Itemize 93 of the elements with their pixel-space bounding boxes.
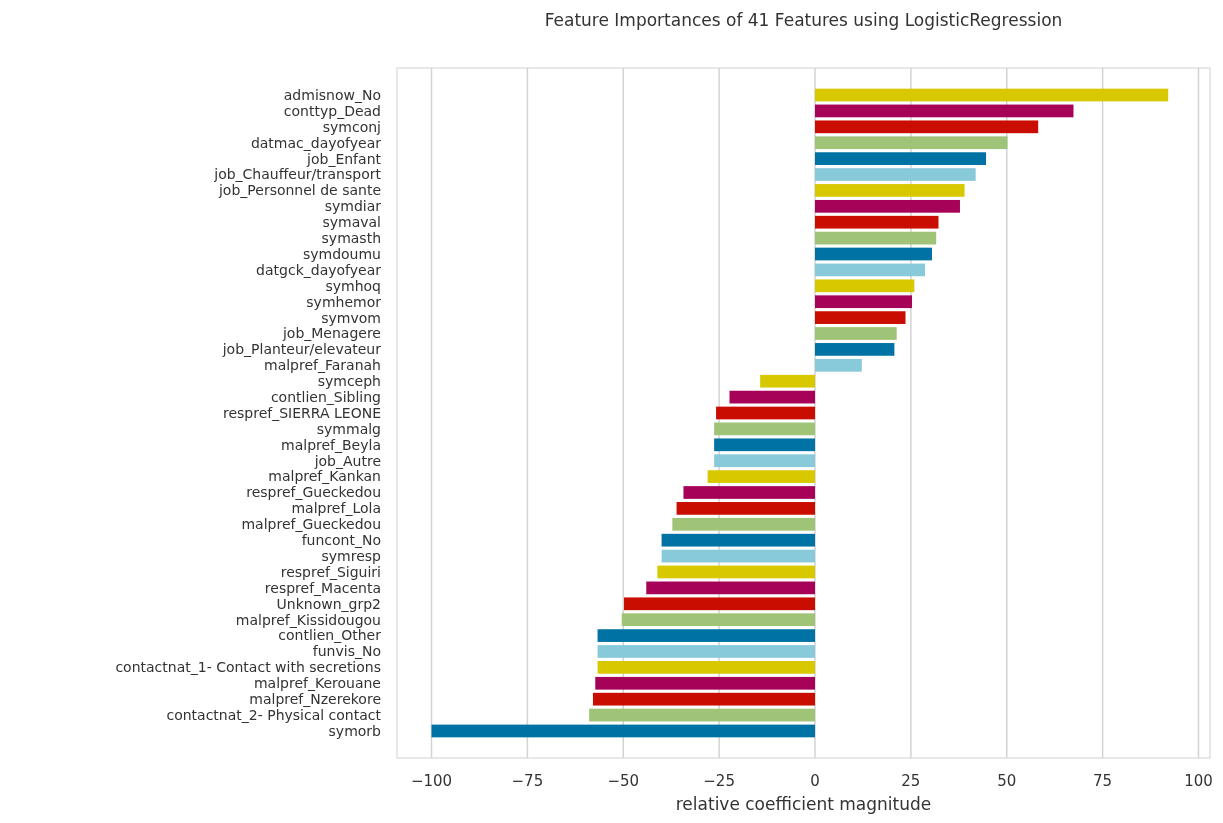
y-tick-label: job_Menagere (281, 325, 381, 342)
chart-title: Feature Importances of 41 Features using LogisticRegression (544, 10, 1063, 30)
bar (815, 279, 915, 293)
y-tick-label: respref_SIERRA LEONE (223, 404, 381, 421)
bar (815, 263, 926, 277)
y-tick-label: symresp (321, 547, 382, 564)
y-tick-label: respref_Gueckedou (246, 484, 381, 501)
bar (729, 390, 815, 404)
y-tick-label: malpref_Lola (291, 500, 381, 517)
y-tick-label: symorb (328, 722, 382, 739)
y-tick-label: symdiar (324, 198, 382, 215)
y-tick-label: symvom (321, 309, 381, 326)
y-tick-label: malpref_Nzerekore (249, 691, 381, 708)
y-tick-label: contlien_Other (278, 627, 382, 644)
bar (597, 645, 816, 658)
y-tick-label: funcont_No (301, 532, 381, 549)
bar (597, 629, 816, 642)
bar (815, 231, 937, 245)
y-tick-label: funvis_No (312, 643, 381, 660)
y-tick-label: symdoumu (302, 245, 381, 262)
y-tick-label: contlien_Sibling (270, 389, 381, 405)
y-tick-label: conttyp_Dead (283, 102, 381, 119)
y-tick-label: respref_Macenta (264, 579, 381, 596)
bar (431, 724, 816, 738)
y-tick-label: Unknown_grp2 (276, 595, 381, 612)
y-tick-label: malpref_Kankan (268, 468, 381, 485)
bar (589, 708, 816, 722)
y-tick-label: datmac_dayofyear (250, 134, 382, 151)
bar (661, 533, 816, 547)
bar (683, 486, 815, 499)
bar (815, 247, 932, 261)
bar (714, 438, 816, 452)
bar (646, 581, 816, 595)
y-tick-label: symmalg (316, 420, 381, 437)
bar (815, 358, 862, 372)
bar (815, 152, 987, 165)
x-tick-label: 100 (1184, 772, 1213, 790)
y-tick-label: contactnat_2- Physical contact (166, 706, 382, 723)
bar (714, 422, 816, 436)
bar (815, 88, 1169, 102)
y-tick-label: job_Planteur/elevateur (221, 341, 382, 358)
x-axis-title: relative coefficient magnitude (675, 794, 932, 814)
bar (815, 343, 895, 356)
bar (815, 120, 1039, 134)
bar (815, 215, 939, 229)
y-tick-label: contactnat_1- Contact with secretions (115, 659, 381, 676)
y-tick-label: malpref_Kissidougou (235, 611, 381, 628)
y-tick-label: malpref_Gueckedou (241, 516, 381, 533)
bar (676, 502, 816, 515)
y-tick-label: symceph (317, 373, 381, 390)
y-tick-label: job_Enfant (306, 150, 382, 167)
x-tick-label: 25 (901, 772, 921, 790)
bar (707, 470, 815, 483)
bar (815, 136, 1008, 150)
x-tick-label: −100 (410, 772, 453, 790)
bar (815, 199, 960, 213)
x-tick-label: −75 (511, 772, 544, 790)
x-tick-label: −25 (703, 772, 735, 790)
y-tick-label: symhoq (325, 277, 381, 294)
y-tick-label: malpref_Kerouane (253, 675, 381, 692)
x-tick-label: −50 (607, 772, 640, 790)
bar (621, 613, 815, 627)
bar (815, 168, 976, 181)
bar (661, 549, 816, 563)
y-tick-label: malpref_Faranah (264, 357, 381, 374)
y-tick-label: job_Personnel de sante (217, 182, 381, 199)
bar (815, 311, 906, 324)
y-tick-label: job_Autre (313, 452, 381, 469)
bar (592, 692, 816, 706)
y-tick-label: admisnow_No (283, 86, 381, 103)
x-tick-label: 75 (1093, 772, 1113, 790)
bar (597, 661, 816, 674)
y-tick-label: symaval (322, 214, 381, 231)
x-tick-label: 0 (810, 772, 820, 790)
bar (815, 104, 1074, 118)
bar (716, 406, 815, 420)
y-tick-label: symhemor (306, 293, 382, 310)
y-tick-label: symconj (322, 118, 381, 135)
bar (657, 565, 816, 579)
y-tick-label: malpref_Beyla (281, 436, 381, 453)
y-tick-label: respref_Siguiri (280, 563, 381, 580)
bar (815, 327, 897, 340)
bar (714, 454, 816, 468)
bar (815, 184, 965, 197)
bar (595, 676, 816, 690)
bar (624, 597, 815, 611)
bar (815, 295, 913, 309)
y-tick-label: datgck_dayofyear (256, 261, 382, 278)
bar (760, 374, 816, 388)
y-tick-label: symasth (321, 230, 381, 247)
bar (672, 517, 815, 531)
x-tick-label: 50 (997, 772, 1017, 790)
y-tick-label: job_Chauffeur/transport (213, 166, 382, 183)
